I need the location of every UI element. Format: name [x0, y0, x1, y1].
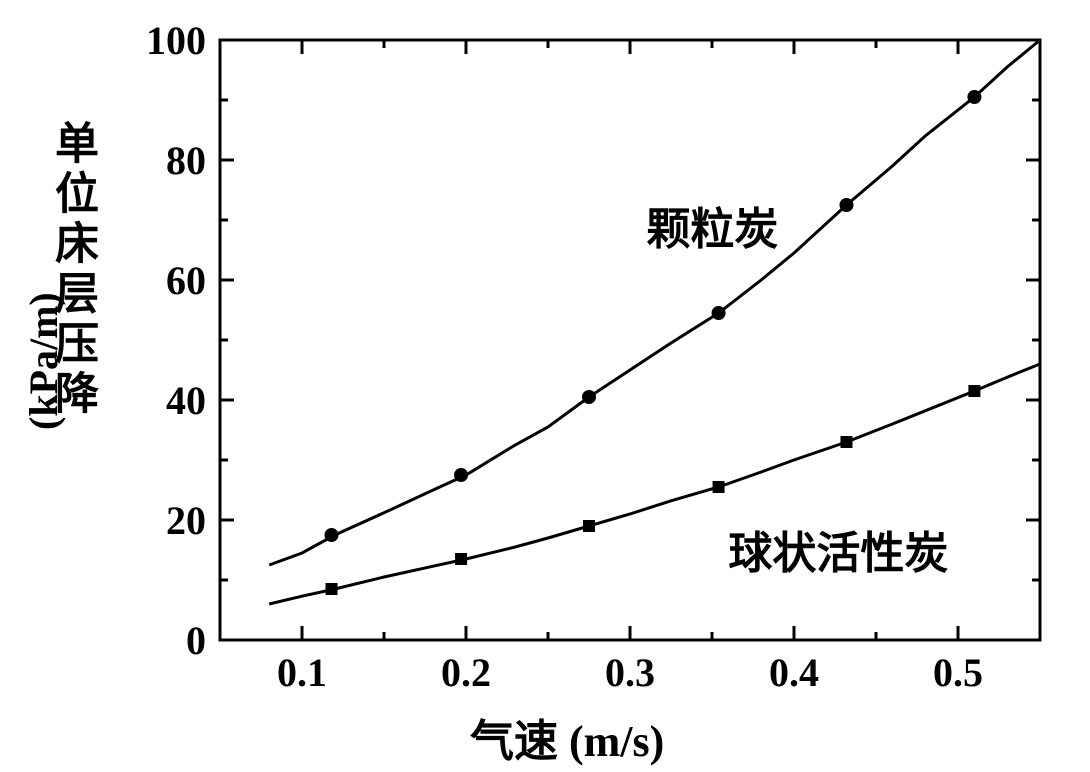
series-marker-circle	[582, 390, 596, 404]
y-tick-label: 100	[146, 18, 206, 63]
x-axis-label-cn: 气速	[470, 717, 558, 766]
y-tick-label: 80	[166, 138, 206, 183]
chart-container: 单位床层压降 (kPa/m) 气速 (m/s) 0.10.20.30.40.50…	[0, 0, 1090, 772]
series-marker-square	[968, 385, 980, 397]
series-marker-square	[326, 583, 338, 595]
x-axis-label: 气速 (m/s)	[470, 705, 664, 769]
series-marker-square	[455, 553, 467, 565]
x-tick-label: 0.4	[769, 650, 819, 695]
y-tick-label: 60	[166, 258, 206, 303]
x-axis-label-unit: (m/s)	[569, 717, 664, 766]
series-curve-0	[269, 40, 1040, 565]
x-tick-label: 0.5	[933, 650, 983, 695]
series-marker-square	[840, 436, 852, 448]
x-tick-label: 0.3	[605, 650, 655, 695]
series-marker-circle	[325, 528, 339, 542]
series-marker-circle	[454, 468, 468, 482]
y-tick-label: 0	[186, 618, 206, 663]
y-tick-label: 20	[166, 498, 206, 543]
y-axis-label-unit: (kPa/m)	[20, 292, 67, 430]
series-label-1: 球状活性炭	[728, 529, 948, 578]
y-tick-label: 40	[166, 378, 206, 423]
series-marker-square	[583, 520, 595, 532]
series-marker-circle	[967, 90, 981, 104]
series-marker-circle	[712, 306, 726, 320]
chart-svg: 0.1 0.2 0.3 0.4 0.5 0 20 40 60 80 100 颗粒炭球状活性炭	[0, 0, 1090, 772]
series-marker-circle	[839, 198, 853, 212]
series-marker-square	[713, 481, 725, 493]
x-tick-label: 0.1	[277, 650, 327, 695]
series-label-0: 颗粒炭	[646, 205, 778, 254]
x-tick-label: 0.2	[441, 650, 491, 695]
